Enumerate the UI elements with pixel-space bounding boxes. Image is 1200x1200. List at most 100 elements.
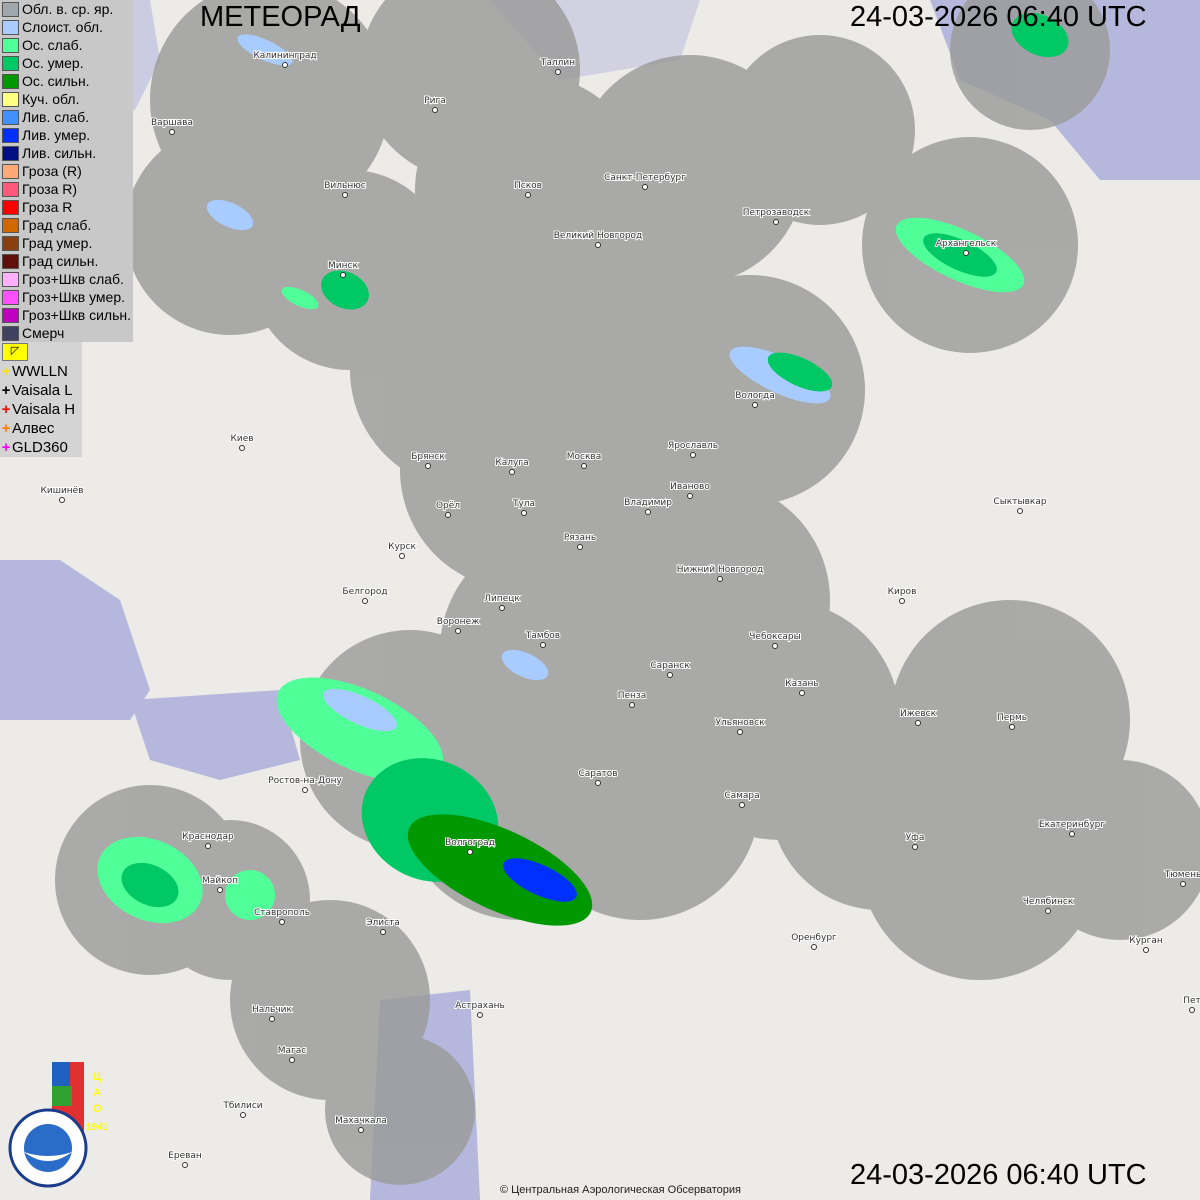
lightning-item: + WWLLN bbox=[0, 362, 82, 381]
lightning-cross-icon: + bbox=[1, 439, 11, 456]
city-label: Астрахань bbox=[455, 1001, 505, 1011]
svg-text:О: О bbox=[93, 1103, 102, 1115]
city-marker bbox=[425, 463, 431, 469]
city-marker bbox=[477, 1012, 483, 1018]
precip-echo bbox=[321, 270, 369, 310]
legend-label: Гроза R) bbox=[22, 181, 78, 197]
city-label: Майкоп bbox=[202, 876, 238, 886]
city-label: Варшава bbox=[151, 118, 193, 128]
legend-item: Смерч bbox=[0, 324, 133, 342]
legend-label: Ос. сильн. bbox=[22, 73, 90, 89]
city-label: Кишинёв bbox=[40, 486, 83, 496]
city-marker bbox=[595, 780, 601, 786]
legend-item: Град слаб. bbox=[0, 216, 133, 234]
legend-item: Град сильн. bbox=[0, 252, 133, 270]
city-marker bbox=[302, 787, 308, 793]
legend-swatch bbox=[2, 289, 19, 305]
city-label: Саранск bbox=[650, 661, 690, 671]
city-marker bbox=[467, 849, 473, 855]
city-label: Ростов-на-Дону bbox=[268, 776, 342, 786]
city-marker bbox=[289, 1057, 295, 1063]
legend-swatch bbox=[2, 55, 19, 71]
legend-item: Лив. умер. bbox=[0, 126, 133, 144]
precip-echo bbox=[1011, 12, 1069, 58]
city-marker bbox=[240, 1112, 246, 1118]
city-label: Саратов bbox=[578, 769, 617, 779]
lightning-item: + GLD360 bbox=[0, 438, 82, 457]
legend-label: Гроз+Шкв сильн. bbox=[22, 307, 131, 323]
legend-item: Ос. слаб. bbox=[0, 36, 133, 54]
city-label: Пермь bbox=[997, 713, 1027, 723]
city-marker bbox=[912, 844, 918, 850]
precip-echo bbox=[225, 870, 275, 920]
city-marker bbox=[239, 445, 245, 451]
city-marker bbox=[690, 452, 696, 458]
city-marker bbox=[509, 469, 515, 475]
legend-swatch bbox=[2, 19, 19, 35]
city-label: Челябинск bbox=[1023, 897, 1074, 907]
legend-item: Слоист. обл. bbox=[0, 18, 133, 36]
city-marker bbox=[577, 544, 583, 550]
city-marker bbox=[445, 512, 451, 518]
city-marker bbox=[1069, 831, 1075, 837]
city-label: Магас bbox=[278, 1046, 307, 1056]
city-marker bbox=[269, 1016, 275, 1022]
city-label: Орёл bbox=[436, 501, 460, 511]
lightning-label: Vaisala L bbox=[12, 382, 73, 399]
city-label: Москва bbox=[567, 452, 601, 462]
city-marker bbox=[717, 576, 723, 582]
legend-swatch bbox=[2, 127, 19, 143]
precip-echo bbox=[503, 858, 577, 902]
city-marker bbox=[1143, 947, 1149, 953]
lightning-label: Vaisala H bbox=[12, 401, 76, 418]
legend-item: Гроз+Шкв умер. bbox=[0, 288, 133, 306]
legend-label: Град умер. bbox=[22, 235, 93, 251]
roshydromet-logo: ЦАО 1941 bbox=[8, 1062, 108, 1188]
legend-label: Лив. умер. bbox=[22, 127, 91, 143]
legend-swatch bbox=[2, 199, 19, 215]
city-marker bbox=[521, 510, 527, 516]
city-label: Минск bbox=[328, 261, 358, 271]
city-label: Калуга bbox=[495, 458, 528, 468]
city-label: Белгород bbox=[342, 587, 387, 597]
city-label: Курган bbox=[1129, 936, 1163, 946]
legend: Обл. в. ср. яр. Слоист. обл. Ос. слаб. Ос. … bbox=[0, 0, 133, 342]
legend-label: Град слаб. bbox=[22, 217, 92, 233]
city-label: Киев bbox=[230, 434, 253, 444]
legend-item: Ос. умер. bbox=[0, 54, 133, 72]
lightning-label: WWLLN bbox=[12, 363, 68, 380]
precip-echo bbox=[501, 649, 549, 681]
legend-swatch bbox=[2, 91, 19, 107]
copyright: © Центральная Аэрологическая Обсерватори… bbox=[500, 1184, 741, 1196]
legend-label: Ос. умер. bbox=[22, 55, 84, 71]
city-label: Элиста bbox=[366, 918, 400, 928]
legend-label: Град сильн. bbox=[22, 253, 99, 269]
city-marker bbox=[963, 250, 969, 256]
lightning-cross-icon: + bbox=[1, 363, 11, 380]
city-marker bbox=[362, 598, 368, 604]
lightning-legend: ◸ + WWLLN + Vaisala L + Vaisala H + Алвес + GLD36… bbox=[0, 342, 82, 457]
city-marker bbox=[59, 497, 65, 503]
legend-swatch bbox=[2, 145, 19, 161]
svg-text:Ц: Ц bbox=[93, 1071, 101, 1083]
precip-echo bbox=[206, 199, 254, 231]
city-marker bbox=[899, 598, 905, 604]
legend-swatch bbox=[2, 181, 19, 197]
legend-item: Обл. в. ср. яр. bbox=[0, 0, 133, 18]
city-marker bbox=[217, 887, 223, 893]
city-label: Нижний Новгород bbox=[677, 565, 763, 575]
city-label: Тбилиси bbox=[222, 1101, 262, 1111]
legend-item: Гроз+Шкв сильн. bbox=[0, 306, 133, 324]
lightning-cross-icon: + bbox=[1, 401, 11, 418]
radar-circle bbox=[860, 740, 1100, 980]
city-marker bbox=[799, 690, 805, 696]
city-marker bbox=[499, 605, 505, 611]
lightning-flag-icon[interactable]: ◸ bbox=[2, 343, 28, 361]
city-label: Сыктывкар bbox=[993, 497, 1046, 507]
city-label: Курск bbox=[388, 542, 416, 552]
legend-label: Обл. в. ср. яр. bbox=[22, 1, 114, 17]
city-label: Воронеж bbox=[437, 617, 479, 627]
city-label: Ярославль bbox=[668, 441, 718, 451]
legend-label: Куч. обл. bbox=[22, 91, 80, 107]
